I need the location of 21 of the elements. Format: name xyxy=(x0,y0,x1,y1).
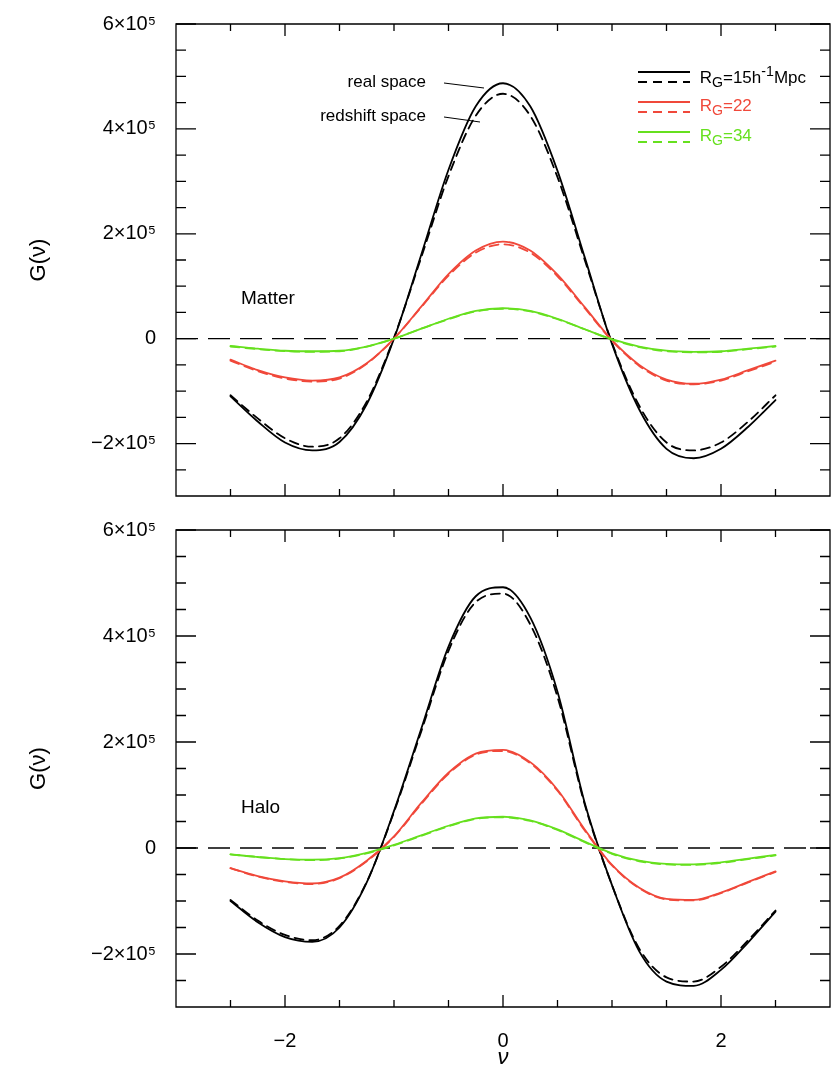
y-tick-label: 0 xyxy=(144,326,156,349)
x-tick-label: 2 xyxy=(715,1028,727,1051)
annotation: redshift space xyxy=(320,105,426,125)
y-tick-label: 0 xyxy=(144,835,156,858)
annotation: Halo xyxy=(241,796,281,818)
y-tick-label: 6×10⁵ xyxy=(102,11,156,34)
y-axis-title: G(ν) xyxy=(25,238,51,282)
y-tick-label: 6×10⁵ xyxy=(102,517,156,540)
legend-label: R$_{G}$=15h$^{-1}$Mpc xyxy=(699,63,806,91)
legend-label: R$_{G}$=22 xyxy=(699,95,752,119)
annotation: Matter xyxy=(241,286,296,308)
legend-label: R$_{G}$=34 xyxy=(699,125,752,149)
y-tick-label: 2×10⁵ xyxy=(102,221,156,244)
x-tick-label: −2 xyxy=(273,1028,297,1051)
y-axis-title: G(ν) xyxy=(25,747,51,790)
y-tick-label: −2×10⁵ xyxy=(90,941,156,964)
y-tick-label: −2×10⁵ xyxy=(90,431,156,454)
y-tick-label: 4×10⁵ xyxy=(102,623,156,646)
y-tick-label: 4×10⁵ xyxy=(102,116,156,139)
annotation: real space xyxy=(347,71,426,91)
y-tick-label: 2×10⁵ xyxy=(102,729,156,752)
